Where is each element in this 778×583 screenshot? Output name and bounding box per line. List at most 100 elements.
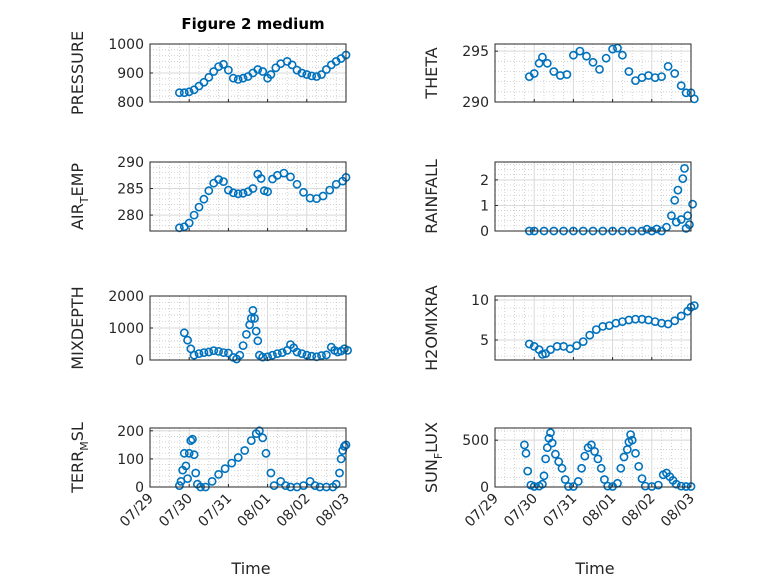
- data-point: [627, 435, 637, 445]
- subplot-6: 5 10 H2OMIXRA: [422, 285, 699, 371]
- x-tick-label: 07/31: [195, 491, 235, 531]
- data-point: [279, 168, 289, 178]
- y-axis-label: PRESSURE: [68, 31, 87, 115]
- data-point: [560, 475, 570, 484]
- data-series: [524, 43, 699, 104]
- y-tick-label: 295: [462, 44, 489, 60]
- y-axis-label: H2OMIXRA: [422, 285, 441, 371]
- y-axis-label: SUNFLUX: [422, 422, 445, 493]
- data-point: [199, 77, 209, 87]
- data-point: [248, 305, 258, 315]
- data-series: [174, 50, 351, 98]
- x-tick-label: 07/29: [462, 491, 502, 531]
- data-point: [286, 172, 295, 182]
- data-point: [549, 67, 559, 76]
- data-point: [608, 44, 617, 54]
- data-point: [238, 341, 248, 350]
- data-point: [181, 461, 191, 471]
- data-point: [539, 471, 549, 481]
- data-point: [631, 448, 640, 458]
- data-point: [673, 185, 683, 195]
- plot-area: [150, 162, 346, 231]
- data-point: [233, 453, 243, 462]
- data-point: [204, 186, 214, 196]
- subplot-8: 0 500 07/29 07/30 07/31 08/01 08/02 08/03 SUNFLU…: [422, 422, 698, 530]
- data-point: [254, 426, 264, 436]
- data-point: [578, 337, 588, 346]
- data-point: [188, 434, 197, 444]
- data-point: [670, 69, 680, 78]
- y-tick-label: 0: [135, 480, 144, 496]
- data-point: [253, 65, 263, 74]
- data-point: [667, 211, 676, 221]
- data-point: [318, 191, 328, 201]
- x-tick-label: 08/03: [313, 491, 353, 531]
- data-point: [670, 316, 680, 326]
- data-point: [223, 348, 233, 358]
- data-point: [575, 46, 585, 56]
- data-point: [241, 329, 251, 339]
- data-point: [214, 175, 223, 184]
- data-point: [624, 67, 634, 76]
- data-point: [189, 450, 199, 460]
- data-point: [325, 185, 335, 195]
- data-point: [520, 440, 529, 450]
- y-tick-label: 1000: [108, 321, 144, 337]
- data-point: [223, 65, 233, 75]
- y-axis-label: TERRMSL: [68, 422, 91, 494]
- data-point: [678, 174, 688, 183]
- y-tick-label: 2000: [108, 289, 144, 305]
- y-tick-label: 800: [117, 95, 144, 111]
- data-point: [183, 474, 192, 483]
- data-point: [580, 451, 590, 461]
- data-series: [179, 305, 352, 364]
- data-point: [194, 349, 204, 358]
- data-point: [174, 88, 184, 98]
- data-point: [307, 71, 317, 81]
- data-point: [253, 336, 263, 346]
- data-point: [266, 468, 276, 478]
- data-point: [281, 481, 290, 490]
- data-point: [183, 335, 192, 345]
- data-point: [266, 70, 276, 79]
- y-tick-label: 5: [480, 333, 489, 349]
- data-point: [551, 449, 560, 459]
- data-point: [214, 346, 223, 356]
- data-point: [593, 454, 603, 464]
- data-point: [184, 218, 194, 228]
- data-point: [277, 348, 287, 357]
- data-point: [585, 330, 595, 340]
- data-point: [240, 446, 250, 455]
- data-point: [219, 177, 228, 186]
- data-point: [297, 68, 307, 78]
- data-point: [238, 73, 248, 83]
- data-point: [191, 468, 201, 478]
- data-point: [680, 163, 689, 173]
- axes-box: [494, 43, 692, 103]
- data-point: [541, 454, 550, 464]
- subplot-7: 0 100 200 07/29 07/30 07/31 08/01 08/02 08/03 TER…: [68, 422, 353, 530]
- y-tick-label: 285: [117, 182, 144, 198]
- data-point: [250, 313, 259, 323]
- x-axis-label-right: Time: [574, 559, 614, 578]
- data-point: [189, 350, 199, 360]
- data-point: [321, 65, 331, 74]
- data-point: [251, 326, 261, 336]
- data-point: [189, 210, 199, 220]
- data-point: [287, 60, 297, 70]
- subplot-4: 0 1 2 RAINFALL: [422, 159, 697, 240]
- data-point: [663, 62, 673, 71]
- data-point: [297, 349, 307, 358]
- y-tick-label: 0: [480, 224, 489, 240]
- data-point: [336, 454, 346, 464]
- minor-grid: [150, 428, 346, 487]
- axes-box: [494, 427, 692, 488]
- data-point: [657, 72, 666, 81]
- data-point: [233, 75, 243, 84]
- data-point: [248, 184, 258, 193]
- data-point: [335, 468, 344, 478]
- x-tick-label: 08/03: [658, 491, 698, 531]
- data-point: [688, 199, 697, 209]
- data-point: [186, 436, 196, 445]
- data-point: [227, 458, 237, 468]
